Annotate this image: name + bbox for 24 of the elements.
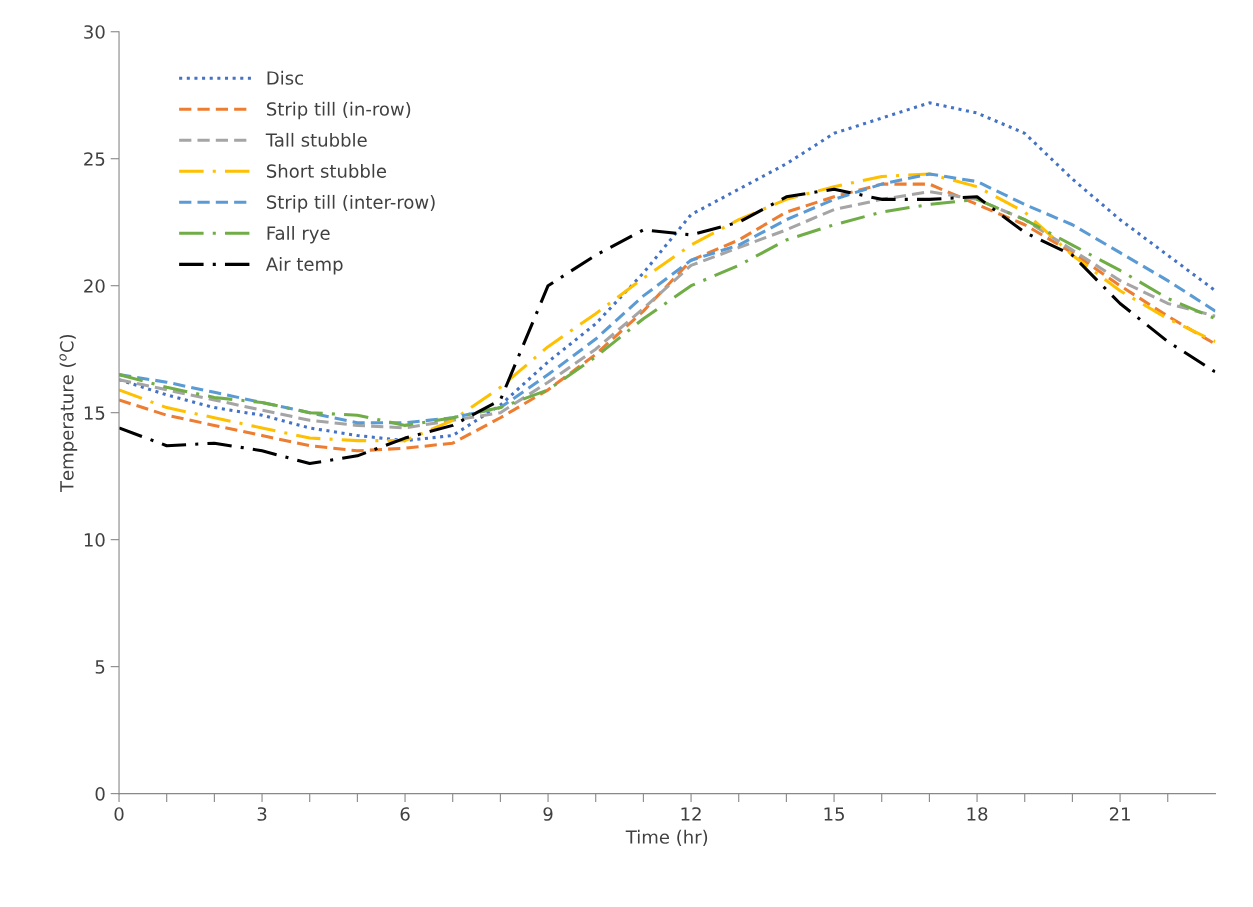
y-tick-label: 5 xyxy=(95,660,105,674)
legend-label: Air temp xyxy=(265,256,343,275)
x-tick-label: 18 xyxy=(967,807,988,821)
x-tick-label: 3 xyxy=(257,807,267,821)
legend-label: Fall rye xyxy=(267,225,330,244)
legend-label: Disc xyxy=(267,70,303,85)
y-tick-label: 0 xyxy=(95,787,105,801)
y-axis-title: Temperature ($^{o}$C) xyxy=(59,334,78,493)
y-tick-label: 30 xyxy=(84,25,105,39)
y-tick-label: 20 xyxy=(84,279,105,293)
x-axis-title: Time (hr) xyxy=(625,829,708,846)
x-tick-label: 6 xyxy=(400,807,410,821)
legend-label: Strip till (inter-row) xyxy=(267,194,435,213)
y-tick-label: 25 xyxy=(84,152,105,166)
x-tick-label: 9 xyxy=(543,807,553,821)
x-tick-label: 21 xyxy=(1109,807,1130,821)
y-tick-label: 15 xyxy=(84,406,105,420)
legend-label: Strip till (in-row) xyxy=(267,101,411,120)
x-tick-label: 15 xyxy=(824,807,844,821)
x-tick-label: 12 xyxy=(681,807,701,821)
x-tick-label: 0 xyxy=(114,807,124,821)
y-tick-label: 10 xyxy=(84,533,105,547)
legend-label: Tall stubble xyxy=(265,132,367,147)
legend-label: Short stubble xyxy=(267,163,387,178)
